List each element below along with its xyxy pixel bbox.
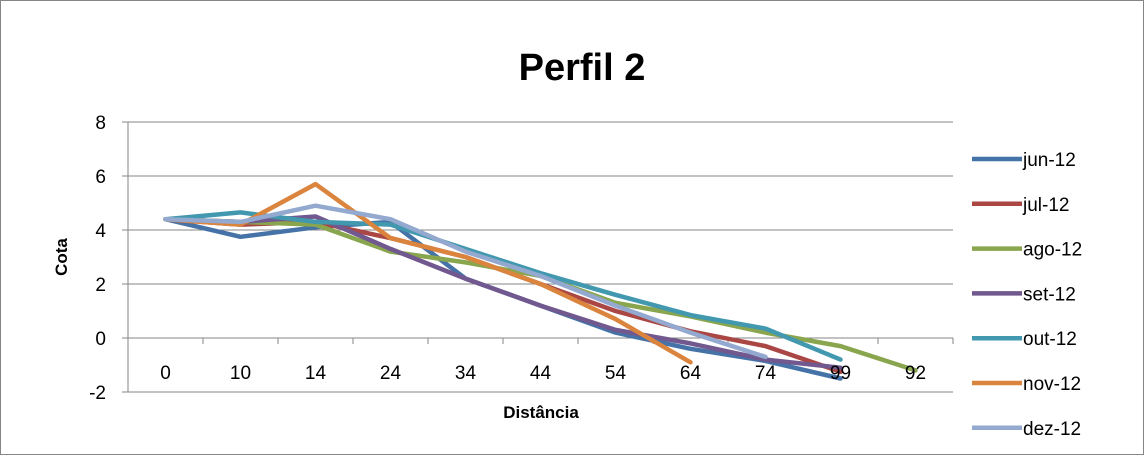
series-line-dez-12 <box>163 203 768 360</box>
x-axis-title: Distância <box>503 403 579 422</box>
x-tick-label: 92 <box>905 363 926 384</box>
x-tick-label: 64 <box>680 363 702 384</box>
x-tick-label: 0 <box>160 363 171 384</box>
y-axis-title: Cota <box>52 238 71 276</box>
chart-title: Perfil 2 <box>519 47 646 89</box>
legend-label-dez-12: dez-12 <box>1023 419 1081 440</box>
legend-label-jun-12: jun-12 <box>1022 150 1076 171</box>
y-tick-label: 0 <box>95 329 106 350</box>
y-tick-label: 4 <box>95 221 106 242</box>
legend-label-ago-12: ago-12 <box>1023 240 1082 261</box>
y-tick-label: 2 <box>95 275 106 296</box>
x-tick-label: 14 <box>305 363 327 384</box>
axes <box>122 121 954 393</box>
x-tick-label: 99 <box>830 363 851 384</box>
y-tick-label: 6 <box>95 167 106 188</box>
y-tick-label: -2 <box>89 383 106 404</box>
x-tick-label: 44 <box>530 363 552 384</box>
legend-label-jul-12: jul-12 <box>1022 195 1069 216</box>
x-tick-label: 10 <box>230 363 251 384</box>
legend-label-nov-12: nov-12 <box>1023 374 1081 395</box>
x-tick-label: 24 <box>380 363 402 384</box>
x-tick-label: 34 <box>455 363 477 384</box>
series-lines <box>163 181 918 381</box>
y-tick-label: 8 <box>95 113 106 134</box>
x-tick-label: 54 <box>605 363 627 384</box>
legend: jun-12 jul-12 ago-12 set-12 out-12 nov-12 dez-… <box>972 150 1082 440</box>
x-tick-label: 74 <box>755 363 777 384</box>
legend-label-set-12: set-12 <box>1023 284 1076 305</box>
legend-label-out-12: out-12 <box>1023 329 1077 350</box>
series-line-out-12 <box>163 210 843 362</box>
